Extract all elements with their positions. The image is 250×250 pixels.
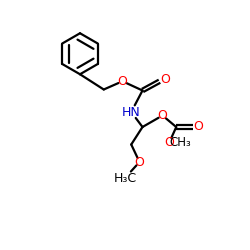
Text: O: O bbox=[134, 156, 144, 168]
Text: H₃C: H₃C bbox=[114, 172, 136, 184]
Text: O: O bbox=[118, 75, 128, 88]
Text: CH₃: CH₃ bbox=[169, 136, 191, 148]
Text: O: O bbox=[158, 109, 168, 122]
Text: O: O bbox=[194, 120, 203, 134]
Text: HN: HN bbox=[122, 106, 141, 118]
Text: O: O bbox=[164, 136, 174, 148]
Text: O: O bbox=[160, 73, 170, 86]
